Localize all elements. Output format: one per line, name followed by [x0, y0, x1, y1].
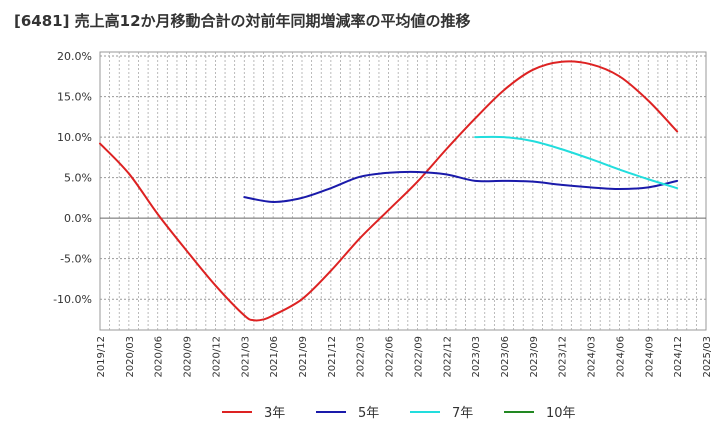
series-lines [99, 60, 679, 322]
y-tick-label: 10.0% [57, 131, 92, 144]
x-tick-label: 2021/09 [298, 336, 309, 378]
x-tick-label: 2022/09 [413, 336, 424, 378]
x-tick-label: 2020/06 [154, 336, 165, 378]
x-tick-label: 2023/06 [500, 336, 511, 378]
y-tick-label: 20.0% [57, 50, 92, 63]
y-tick-label: 15.0% [57, 91, 92, 104]
x-tick-label: 2025/03 [702, 336, 713, 378]
x-tick-label: 2021/06 [269, 336, 280, 378]
legend-label-3: 7年 [452, 406, 473, 421]
grid-lines [100, 52, 706, 330]
legend-label-4: 10年 [546, 406, 576, 421]
legend-label-1: 3年 [264, 406, 285, 421]
y-tick-label: -10.0% [53, 293, 92, 306]
x-tick-label: 2019/12 [96, 336, 107, 378]
y-axis-ticks: 20.0% 15.0% 10.0% 5.0% 0.0% -5.0% -10.0% [53, 50, 92, 306]
x-tick-label: 2020/03 [125, 336, 136, 378]
series-line-2 [243, 170, 679, 203]
y-tick-label: 0.0% [64, 212, 92, 225]
x-tick-label: 2020/12 [211, 336, 222, 378]
plot-area [99, 51, 707, 331]
x-tick-label: 2022/12 [442, 336, 453, 378]
x-tick-label: 2024/09 [644, 336, 655, 378]
x-tick-label: 2023/09 [529, 336, 540, 378]
x-tick-label: 2023/03 [471, 336, 482, 378]
x-axis-ticks: 2019/12 2020/03 2020/06 2020/09 2020/12 2021/… [96, 336, 713, 378]
x-tick-label: 2021/03 [240, 336, 251, 378]
chart-title: [6481] 売上高12か月移動合計の対前年同期増減率の平均値の推移 [14, 12, 471, 30]
x-tick-label: 2024/06 [615, 336, 626, 378]
legend: 3年 5年 7年 10年 [222, 406, 576, 421]
series-line-1 [99, 60, 679, 322]
x-tick-label: 2022/03 [356, 336, 367, 378]
y-tick-label: -5.0% [60, 253, 92, 266]
x-tick-label: 2021/12 [327, 336, 338, 378]
series-line-3 [474, 135, 679, 190]
legend-label-2: 5年 [358, 406, 379, 421]
x-tick-label: 2020/09 [183, 336, 194, 378]
y-tick-label: 5.0% [64, 172, 92, 185]
x-tick-label: 2023/12 [558, 336, 569, 378]
x-tick-label: 2022/06 [385, 336, 396, 378]
x-tick-label: 2024/03 [587, 336, 598, 378]
x-tick-label: 2024/12 [673, 336, 684, 378]
